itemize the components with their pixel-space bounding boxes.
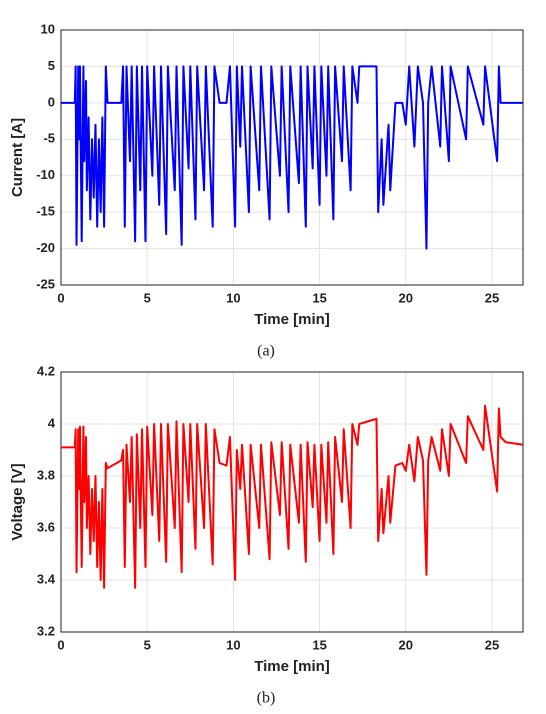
x-tick-label: 20 (399, 290, 413, 305)
caption: (a) (257, 343, 275, 360)
data-line (61, 65, 523, 250)
x-tick-label: 10 (226, 637, 240, 652)
y-tick-label: 0 (48, 94, 55, 109)
x-tick-label: 25 (485, 290, 499, 305)
plot-frame (60, 371, 524, 633)
x-axis-label: Time [min] (254, 311, 330, 328)
y-tick-label: 3.6 (37, 519, 55, 534)
x-tick-label: 0 (57, 290, 64, 305)
plot-frame (60, 29, 524, 286)
y-tick-label: 10 (41, 21, 55, 36)
x-tick-label: 10 (226, 290, 240, 305)
y-tick-label: -15 (36, 204, 55, 219)
x-tick-label: 5 (144, 637, 151, 652)
y-axis-label: Voltage [V] (9, 463, 26, 540)
caption: (b) (257, 690, 276, 707)
data-line (61, 404, 524, 589)
x-tick-label: 25 (485, 637, 499, 652)
y-tick-label: 4 (48, 415, 56, 430)
x-axis-label: Time [min] (254, 658, 330, 675)
y-tick-label: -5 (43, 131, 55, 146)
x-tick-label: 15 (312, 637, 326, 652)
y-tick-label: 3.4 (37, 571, 56, 586)
x-tick-label: 5 (144, 290, 151, 305)
y-tick-label: 3.8 (37, 467, 55, 482)
x-tick-label: 20 (399, 637, 413, 652)
y-tick-label: -10 (36, 167, 55, 182)
y-tick-label: 3.2 (37, 623, 55, 638)
y-tick-label: -20 (36, 240, 55, 255)
x-tick-label: 0 (57, 637, 64, 652)
y-tick-label: 4.2 (37, 363, 55, 378)
y-axis-label: Current [A] (9, 118, 26, 197)
y-tick-label: 5 (48, 58, 55, 73)
y-tick-label: -25 (36, 276, 55, 291)
x-tick-label: 15 (312, 290, 326, 305)
